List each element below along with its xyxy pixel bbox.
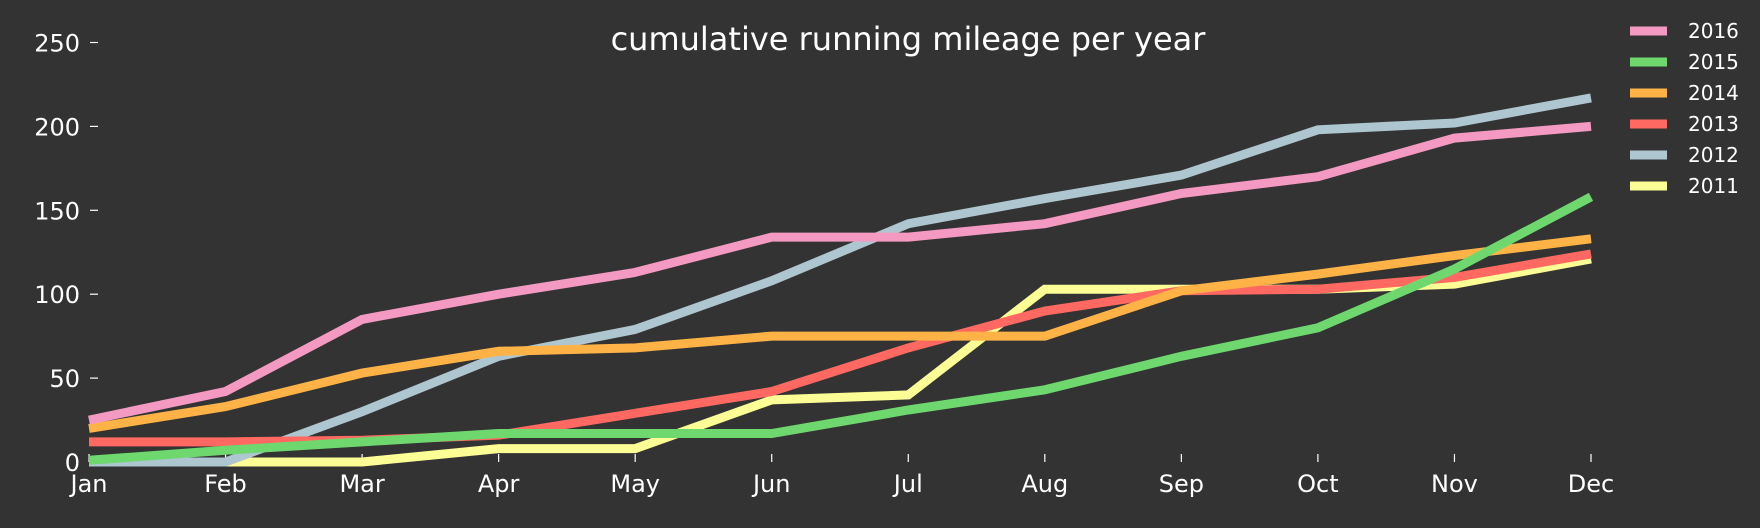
series-line-2014	[88, 234, 1592, 433]
x-tick-label: Jan	[69, 470, 108, 498]
legend-label-2016: 2016	[1688, 19, 1739, 43]
y-tick-label: 0	[65, 449, 80, 477]
x-axis: Jan Feb Mar Apr May Jun Jul Aug Sep Oct Nov Dec	[69, 454, 1614, 498]
legend-label-2013: 2013	[1688, 112, 1739, 136]
y-tick-label: 150	[34, 197, 80, 225]
y-axis: 0 50 100 150 200 250	[34, 30, 98, 477]
legend-label-2015: 2015	[1688, 50, 1739, 74]
x-tick-label: Nov	[1431, 470, 1478, 498]
x-tick-label: Sep	[1159, 470, 1204, 498]
y-tick-label: 250	[34, 30, 80, 58]
series-line-2016	[88, 121, 1592, 425]
y-tick-label: 50	[49, 365, 80, 393]
x-tick-label: Jul	[892, 470, 923, 498]
series-line-2015	[88, 192, 1594, 465]
x-tick-label: Jun	[751, 470, 791, 498]
x-tick-label: May	[610, 470, 660, 498]
legend-label-2014: 2014	[1688, 81, 1739, 105]
legend-label-2012: 2012	[1688, 143, 1739, 167]
y-tick-label: 200	[34, 113, 80, 141]
chart-title: cumulative running mileage per year	[611, 20, 1207, 58]
x-tick-label: Apr	[478, 470, 520, 498]
legend: 2016 2015 2014 2013 2012 2011	[1630, 19, 1739, 198]
y-tick-label: 100	[34, 281, 80, 309]
x-tick-label: Dec	[1568, 470, 1614, 498]
x-tick-label: Aug	[1021, 470, 1068, 498]
x-tick-label: Oct	[1297, 470, 1339, 498]
legend-label-2011: 2011	[1688, 174, 1739, 198]
x-tick-label: Mar	[339, 470, 384, 498]
x-tick-label: Feb	[204, 470, 247, 498]
series-line-2012	[89, 93, 1592, 467]
series-lines	[88, 93, 1594, 467]
